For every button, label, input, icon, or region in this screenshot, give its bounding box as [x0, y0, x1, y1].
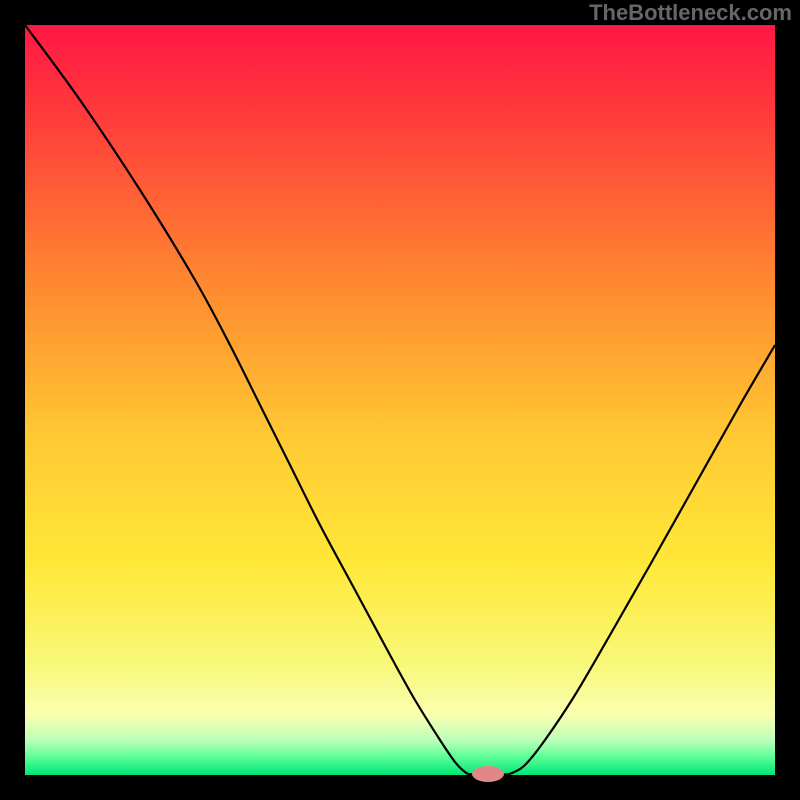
chart-svg: [0, 0, 800, 800]
plot-background: [25, 25, 775, 775]
bottleneck-chart: TheBottleneck.com: [0, 0, 800, 800]
watermark-text: TheBottleneck.com: [589, 0, 792, 26]
optimal-point-marker: [472, 766, 504, 782]
